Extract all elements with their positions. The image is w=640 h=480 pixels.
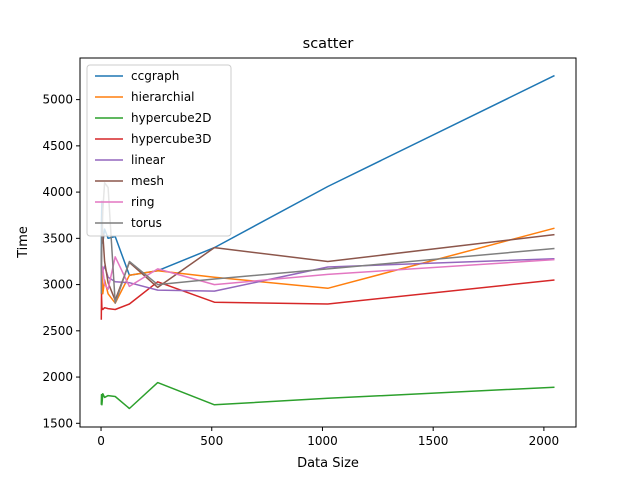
legend-label-ring: ring — [131, 195, 155, 209]
legend-box — [86, 64, 232, 237]
legend: ccgraph hierarchial hypercube2D hypercube3D… — [86, 64, 232, 237]
y-tick-label: 2500 — [42, 324, 73, 338]
y-tick-label: 3500 — [42, 231, 73, 245]
y-tick-label: 3000 — [42, 278, 73, 292]
series-line-torus — [100, 182, 555, 304]
legend-label-mesh: mesh — [131, 174, 164, 188]
legend-label-hypercube2D: hypercube2D — [131, 111, 211, 125]
y-tick-label: 4000 — [42, 185, 73, 199]
y-axis-ticks: 1500 2000 2500 3000 3500 4000 4500 5000 — [42, 93, 80, 430]
x-tick-label: 1500 — [418, 434, 449, 448]
x-axis-ticks: 0 500 1000 1500 2000 — [97, 427, 559, 448]
y-tick-label: 1500 — [42, 416, 73, 430]
x-tick-label: 500 — [200, 434, 223, 448]
series-line-hypercube3D — [100, 279, 555, 320]
legend-label-hierarchial: hierarchial — [131, 90, 195, 104]
legend-label-linear: linear — [131, 153, 165, 167]
legend-label-ccgraph: ccgraph — [131, 69, 179, 83]
legend-label-hypercube3D: hypercube3D — [131, 132, 211, 146]
axes-frame — [79, 57, 577, 428]
x-tick-label: 1000 — [307, 434, 338, 448]
y-tick-label: 2000 — [42, 370, 73, 384]
series-line-hypercube2D — [100, 381, 555, 410]
y-tick-label: 4500 — [42, 139, 73, 153]
legend-label-torus: torus — [131, 216, 162, 230]
x-axis-label: Data Size — [297, 456, 359, 471]
y-axis-label: Time — [16, 226, 31, 259]
x-tick-label: 0 — [97, 434, 105, 448]
chart-title: scatter — [303, 36, 354, 52]
y-tick-label: 5000 — [42, 93, 73, 107]
x-tick-label: 2000 — [529, 434, 560, 448]
